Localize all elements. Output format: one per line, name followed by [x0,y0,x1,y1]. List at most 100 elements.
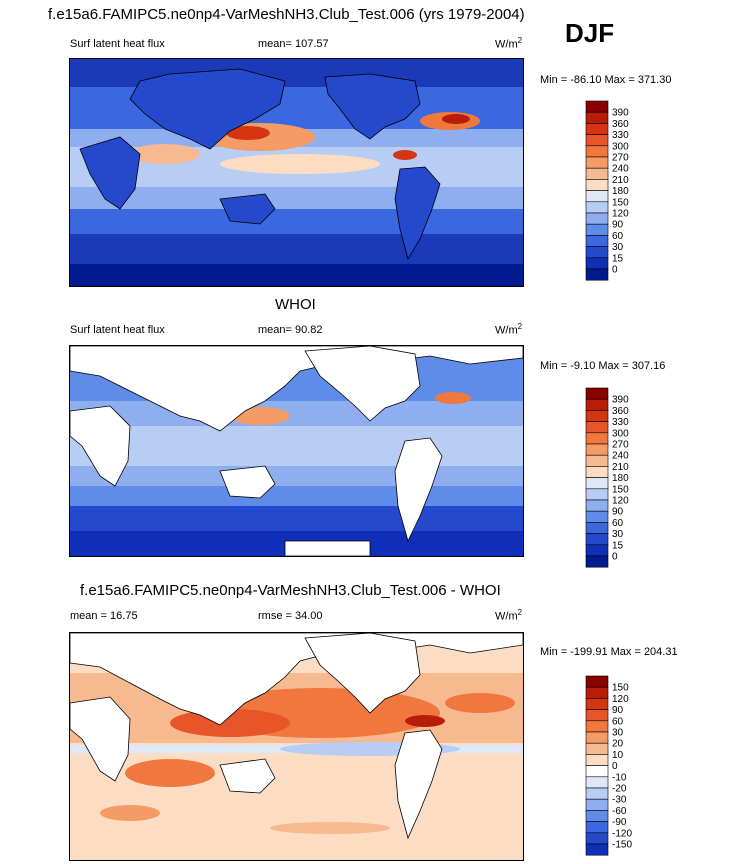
colorbar-swatch [585,821,609,834]
colorbar-label: 210 [612,462,629,473]
colorbar-swatch [585,156,609,169]
panel-2-mean-label: mean= 90.82 [258,324,323,336]
colorbar-swatch [585,235,609,247]
colorbar-label: 15 [612,540,624,551]
colorbar-label: 30 [612,728,624,739]
colorbar-swatch [585,477,609,490]
panel-2-title: WHOI [275,296,316,313]
colorbar-swatch [585,698,609,710]
colorbar-swatch [585,544,609,557]
colorbar-label: 210 [612,175,629,186]
colorbar-swatch [585,268,609,281]
colorbar-swatch [585,410,609,422]
colorbar-swatch [585,555,609,568]
colorbar-swatch [585,223,609,236]
colorbar-swatch [585,466,609,478]
panel-2-variable-label: Surf latent heat flux [70,324,165,336]
colorbar-label: 120 [612,496,629,507]
colorbar-swatch [585,742,609,755]
colorbar-label: -120 [612,828,632,839]
colorbar-swatch [585,134,609,147]
colorbar-label: -60 [612,806,627,817]
colorbar-label: 15 [612,253,624,264]
colorbar-label: 300 [612,141,629,152]
colorbar-swatch [585,488,609,501]
colorbar-label: 150 [612,484,629,495]
panel-1-minmax: Min = -86.10 Max = 371.30 [540,74,672,86]
colorbar-swatch [585,432,609,445]
colorbar-label: 0 [612,265,618,276]
colorbar-label: 330 [612,130,629,141]
panel-3-map [69,632,524,861]
colorbar-swatch [585,123,609,135]
panel-3-mean-label: mean = 16.75 [70,610,138,622]
colorbar-label: 30 [612,529,624,540]
colorbar-label: 150 [612,683,629,694]
colorbar-swatch [585,798,609,811]
main-title: f.e15a6.FAMIPC5.ne0np4-VarMeshNH3.Club_T… [48,6,525,23]
colorbar-label: 240 [612,451,629,462]
colorbar-label: -10 [612,772,627,783]
colorbar-label: 120 [612,209,629,220]
panel-2-map [69,345,524,557]
colorbar-swatch [585,201,609,214]
colorbar-label: 360 [612,119,629,130]
colorbar-label: 30 [612,242,624,253]
colorbar-label: 90 [612,220,624,231]
panel-3-units: W/m2 [495,608,523,623]
colorbar-swatch [585,686,609,699]
colorbar-swatch [585,145,609,158]
panel-2-minmax: Min = -9.10 Max = 307.16 [540,360,666,372]
colorbar-swatch [585,387,609,400]
colorbar-label: 0 [612,761,618,772]
colorbar-swatch [585,533,609,546]
colorbar-swatch [585,754,609,766]
colorbar-label: 180 [612,473,629,484]
colorbar-swatch [585,522,609,534]
colorbar-label: 240 [612,164,629,175]
colorbar-label: 150 [612,197,629,208]
colorbar-swatch [585,720,609,733]
season-label: DJF [565,18,615,48]
panel-1-units: W/m2 [495,36,523,51]
colorbar-label: 60 [612,716,624,727]
colorbar-swatch [585,810,609,822]
colorbar-label: 390 [612,108,629,119]
panel-1-map [69,58,524,287]
colorbar-label: 90 [612,507,624,518]
colorbar-swatch [585,843,609,856]
panel-3-title: f.e15a6.FAMIPC5.ne0np4-VarMeshNH3.Club_T… [80,582,501,599]
colorbar-swatch [585,398,609,411]
colorbar-swatch [585,776,609,789]
colorbar-swatch [585,731,609,744]
panel-3-colorbar: 150 120 90 60 30 20 10 0 -10 -20 -30 -60 -90 -120 -150 [585,675,646,856]
colorbar-swatch [585,257,609,270]
colorbar-swatch [585,179,609,191]
colorbar-swatch [585,190,609,203]
colorbar-swatch [585,443,609,456]
colorbar-swatch [585,111,609,124]
colorbar-label: 300 [612,428,629,439]
panel-2-units: W/m2 [495,322,523,337]
panel-3-minmax: Min = -199.91 Max = 204.31 [540,646,678,658]
colorbar-label: 20 [612,739,624,750]
colorbar-swatch [585,167,609,180]
colorbar-swatch [585,100,609,113]
colorbar-label: 360 [612,406,629,417]
colorbar-swatch [585,709,609,722]
colorbar-label: -30 [612,795,627,806]
colorbar-label: 10 [612,750,624,761]
colorbar-swatch [585,787,609,800]
colorbar-label: 60 [612,518,624,529]
colorbar-label: 270 [612,440,629,451]
colorbar-swatch [585,499,609,512]
colorbar-swatch [585,246,609,259]
colorbar-label: -90 [612,817,627,828]
colorbar-label: 90 [612,705,624,716]
colorbar-label: 390 [612,395,629,406]
colorbar-swatch [585,765,609,778]
colorbar-swatch [585,421,609,434]
colorbar-label: 0 [612,552,618,563]
